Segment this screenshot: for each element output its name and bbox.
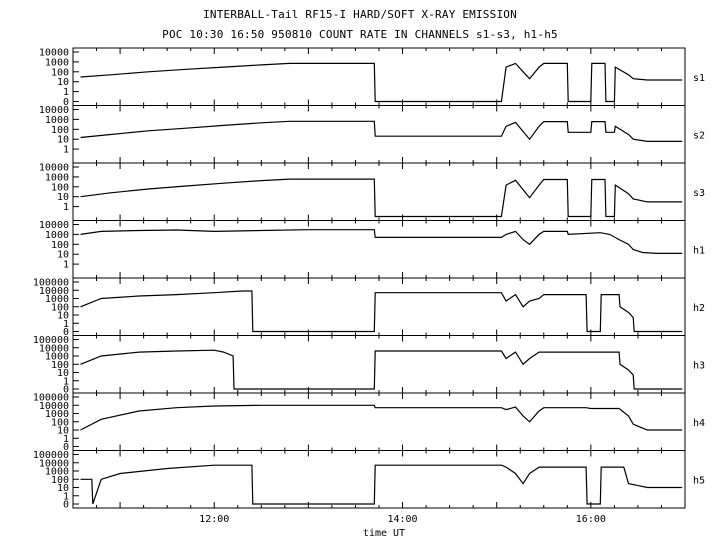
y-tick-label-s3: 10000: [39, 163, 69, 174]
channel-label-s3: s3: [693, 188, 705, 199]
channel-label-h1: h1: [693, 245, 705, 256]
y-tick-label-h1: 10000: [39, 220, 69, 231]
y-tick-label-s1: 1000: [45, 57, 69, 68]
y-tick-label-s3: 10: [57, 192, 69, 203]
y-tick-label-h5: 1: [63, 491, 69, 502]
y-tick-label-h1: 1: [63, 260, 69, 271]
y-tick-label-h2: 1000: [45, 294, 69, 305]
panel-frame-h2: [72, 277, 686, 336]
channel-label-h3: h3: [693, 360, 705, 371]
y-tick-label-s3: 100: [51, 182, 69, 193]
y-tick-label-s1: 10000: [39, 48, 69, 59]
y-tick-label-h4: 0: [63, 442, 69, 453]
y-tick-label-h2: 0: [63, 327, 69, 338]
panel-frame-h3: [72, 335, 686, 394]
x-axis-label: time UT: [363, 528, 405, 539]
y-tick-label-s1: 10: [57, 77, 69, 88]
series-line-s3: [80, 178, 683, 218]
y-tick-label-h5: 10: [57, 483, 69, 494]
series-line-h1: [80, 229, 683, 254]
y-tick-label-h1: 100: [51, 240, 69, 251]
series-line-h2: [80, 290, 683, 333]
x-tick-label: 12:00: [199, 514, 229, 525]
y-tick-label-h5: 1000: [45, 467, 69, 478]
series-line-h5: [80, 464, 683, 505]
y-tick-label-h3: 100000: [33, 335, 69, 346]
x-tick-label: 16:00: [576, 514, 606, 525]
y-tick-label-h5: 100000: [33, 450, 69, 461]
y-tick-label-h2: 100000: [33, 278, 69, 289]
series-line-s2: [80, 120, 683, 142]
channel-label-s1: s1: [693, 73, 705, 84]
y-tick-label-h2: 10: [57, 311, 69, 322]
y-tick-label-h3: 100: [51, 360, 69, 371]
series-line-h3: [80, 349, 683, 390]
chart-subtitle: POC 10:30 16:50 950810 COUNT RATE IN CHA…: [162, 28, 558, 41]
y-tick-label-h2: 10000: [39, 286, 69, 297]
y-tick-label-h4: 1: [63, 434, 69, 445]
series-line-h4: [80, 404, 683, 431]
y-tick-label-h4: 10000: [39, 401, 69, 412]
y-tick-label-h2: 100: [51, 302, 69, 313]
y-tick-label-h3: 10: [57, 368, 69, 379]
x-tick-label: 14:00: [387, 514, 417, 525]
channel-label-h5: h5: [693, 475, 705, 486]
y-tick-label-h1: 1000: [45, 230, 69, 241]
y-tick-label-s2: 100: [51, 125, 69, 136]
y-tick-label-s1: 1: [63, 87, 69, 98]
chart-title: INTERBALL-Tail RF15-I HARD/SOFT X-RAY EM…: [203, 8, 517, 21]
channel-label-s2: s2: [693, 130, 705, 141]
y-tick-label-h4: 1000: [45, 409, 69, 420]
y-tick-label-s2: 1: [63, 145, 69, 156]
panel-frame-h4: [72, 392, 686, 451]
channel-label-h2: h2: [693, 303, 705, 314]
y-tick-label-h4: 100000: [33, 393, 69, 404]
y-tick-label-h5: 100: [51, 475, 69, 486]
y-tick-label-h3: 0: [63, 385, 69, 396]
y-tick-label-h2: 1: [63, 319, 69, 330]
y-tick-label-s2: 10000: [39, 105, 69, 116]
series-line-s1: [80, 62, 683, 103]
y-tick-label-h4: 10: [57, 426, 69, 437]
y-tick-label-s1: 100: [51, 67, 69, 78]
y-tick-label-s3: 1: [63, 202, 69, 213]
y-tick-label-h3: 1: [63, 376, 69, 387]
channel-label-h4: h4: [693, 418, 705, 429]
panel-frame-s3: [72, 162, 686, 221]
y-tick-label-h5: 0: [63, 500, 69, 511]
panel-frame-s2: [72, 105, 686, 164]
y-tick-label-h3: 1000: [45, 352, 69, 363]
y-tick-label-h3: 10000: [39, 343, 69, 354]
y-tick-label-s2: 10: [57, 135, 69, 146]
panel-frame-s1: [72, 47, 686, 106]
y-tick-label-s1: 0: [63, 97, 69, 108]
y-tick-label-s2: 1000: [45, 115, 69, 126]
y-tick-label-h4: 100: [51, 417, 69, 428]
panel-frame-h5: [72, 450, 686, 509]
y-tick-label-h5: 10000: [39, 458, 69, 469]
panel-frame-h1: [72, 220, 686, 279]
y-tick-label-s3: 1000: [45, 172, 69, 183]
y-tick-label-h1: 10: [57, 250, 69, 261]
